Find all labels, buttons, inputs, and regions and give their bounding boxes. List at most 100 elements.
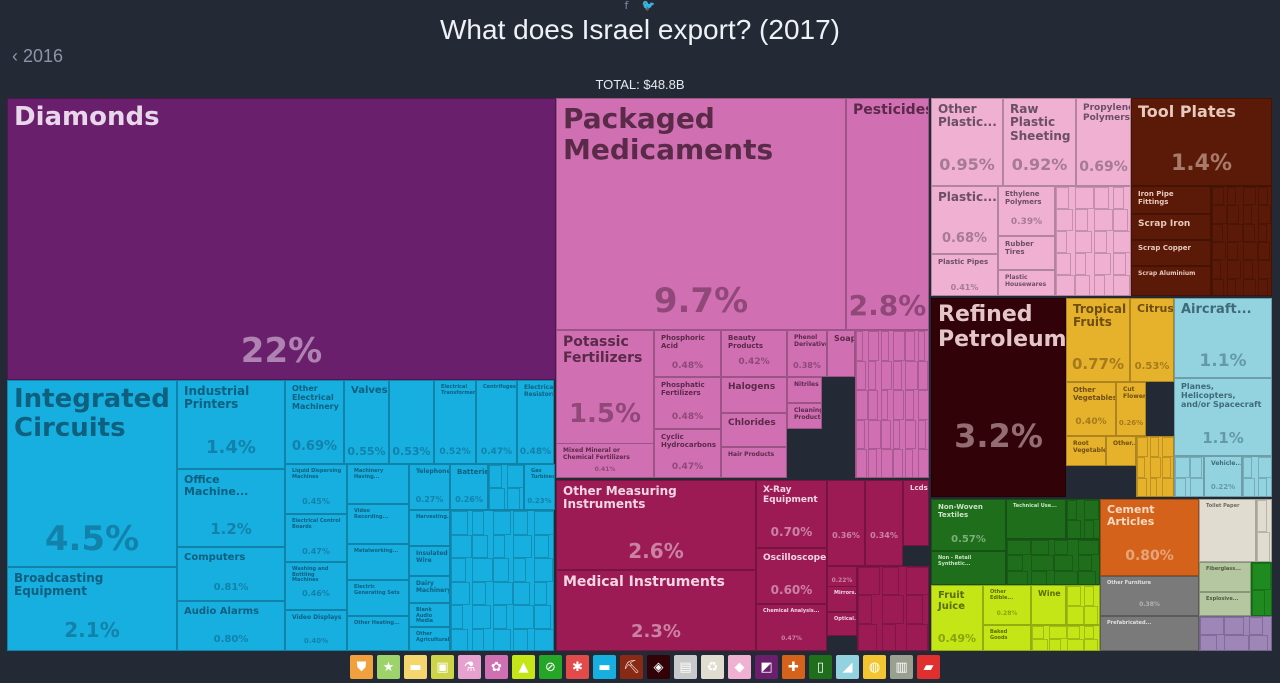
vegetable-products-icon[interactable]: ★ [377, 655, 400, 679]
treemap-minor-products[interactable] [857, 566, 929, 651]
treemap-cell-cement-articles[interactable]: Cement Articles 0.80% [1100, 499, 1199, 576]
treemap-cell-chemical-analysis[interactable]: Chemical Analysis... 0.47% [756, 604, 827, 651]
treemap-cell-other-electrical-machinery[interactable]: Other Electrical Machinery 0.69% [285, 380, 344, 464]
treemap-cell-phosphatic-fertilizers[interactable]: Phosphatic Fertilizers 0.48% [654, 377, 721, 429]
treemap-cell-electrical-transformers[interactable]: Electrical Transformers 0.52% [434, 380, 476, 464]
treemap-cell-baked-goods[interactable]: Baked Goods [983, 625, 1031, 651]
treemap-cell-plastic[interactable]: Plastic... 0.68% [931, 186, 998, 254]
treemap-minor-products[interactable] [1256, 499, 1272, 562]
treemap-cell-metalworking[interactable]: Metalworking... [347, 544, 409, 580]
treemap-cell-electric-generating-sets[interactable]: Electric Generating Sets [347, 580, 409, 616]
treemap-cell-non-woven-textiles[interactable]: Non-Woven Textiles 0.57% [931, 499, 1006, 551]
animal-vegetable-fats-icon[interactable]: ▬ [404, 655, 427, 679]
treemap-cell-video-recording[interactable]: Video Recording... [347, 504, 409, 544]
treemap-minor-products[interactable] [1251, 562, 1272, 616]
treemap-cell-propylene-polymers[interactable]: Propylene Polymers 0.69% [1076, 98, 1131, 186]
treemap-cell-cleaning-products[interactable]: Cleaning Products [787, 403, 822, 429]
animal-hides-icon[interactable]: ⊘ [539, 655, 562, 679]
treemap-minor-products[interactable] [1066, 499, 1100, 539]
treemap-cell-raw-plastic-sheeting[interactable]: Raw Plastic Sheeting 0.92% [1003, 98, 1076, 186]
treemap-cell-industrial-printers[interactable]: Industrial Printers 1.4% [177, 380, 285, 469]
treemap-minor-products[interactable] [488, 464, 524, 510]
treemap-cell-tropical-fruits[interactable]: Tropical Fruits 0.77% [1066, 298, 1130, 382]
treemap-cell-prefabricated[interactable]: Prefabricated... [1100, 616, 1199, 651]
treemap-cell-instrument-parts[interactable]: 0.34% [865, 480, 903, 566]
treemap-cell-telephones[interactable]: Telephones 0.27% [409, 464, 450, 510]
treemap-cell-video-displays[interactable]: Video Displays 0.40% [285, 610, 347, 651]
treemap-cell-audio-alarms[interactable]: Audio Alarms 0.80% [177, 601, 285, 651]
treemap-cell-office-machine[interactable]: Office Machine... 1.2% [177, 469, 285, 547]
treemap-cell-cyclic-hydrocarbons[interactable]: Cyclic Hydrocarbons 0.47% [654, 429, 721, 478]
chemical-products-icon[interactable]: ✿ [485, 655, 508, 679]
treemap-cell-other-measuring-instruments[interactable]: Other Measuring Instruments 2.6% [556, 480, 756, 570]
plastics-rubbers-icon[interactable]: ▲ [512, 655, 535, 679]
treemap-cell-chlorides[interactable]: Chlorides [721, 413, 787, 447]
treemap-cell-other[interactable]: Other... [1106, 436, 1136, 466]
facebook-icon[interactable]: f [624, 0, 629, 12]
miscellaneous-icon[interactable]: ◍ [863, 655, 886, 679]
treemap-cell-broadcasting-equipment[interactable]: Broadcasting Equipment 2.1% [7, 567, 177, 651]
textiles-icon[interactable]: ⛏ [620, 655, 643, 679]
treemap-minor-products[interactable] [1055, 186, 1131, 296]
treemap-cell-insulated-wire[interactable]: Insulated Wire [409, 546, 450, 576]
treemap-minor-products[interactable] [1136, 436, 1174, 497]
treemap-cell-pesticides[interactable]: Pesticides 2.8% [846, 98, 929, 330]
treemap-cell-rubber-tires[interactable]: Rubber Tires [998, 236, 1055, 270]
treemap-cell-diamonds[interactable]: Diamonds 22% [7, 98, 556, 380]
footwear-headwear-icon[interactable]: ◈ [647, 655, 670, 679]
treemap-minor-products[interactable] [1211, 186, 1272, 296]
treemap-cell-refined-petroleum[interactable]: Refined Petroleum 3.2% [931, 298, 1066, 497]
treemap-cell-beauty-products[interactable]: Beauty Products 0.42% [721, 330, 787, 377]
treemap-cell-aircraft[interactable]: Aircraft... 1.1% [1174, 298, 1272, 378]
treemap-cell-citrus[interactable]: Citrus 0.53% [1130, 298, 1174, 382]
unspecified-icon[interactable]: ▰ [917, 655, 940, 679]
machines-icon[interactable]: ◩ [755, 655, 778, 679]
treemap-minor-products[interactable] [1066, 585, 1100, 625]
previous-year-link[interactable]: ‹ 2016 [12, 46, 64, 66]
arts-antiques-icon[interactable]: ▥ [890, 655, 913, 679]
treemap-cell-packaged-medicaments[interactable]: Packaged Medicaments 9.7% [556, 98, 846, 330]
treemap-cell-plastic-housewares[interactable]: Plastic Housewares [998, 270, 1055, 296]
treemap-minor-products[interactable] [855, 330, 929, 478]
treemap-cell-mirrors[interactable]: Mirrors... [827, 586, 857, 612]
foodstuffs-icon[interactable]: ▣ [431, 655, 454, 679]
treemap-cell-hair-products[interactable]: Hair Products [721, 447, 787, 478]
treemap-cell-other-edible[interactable]: Other Edible... 0.28% [983, 585, 1031, 625]
treemap-cell-electric-motors[interactable]: 0.53% [389, 380, 434, 464]
treemap-cell-tool-plates[interactable]: Tool Plates 1.4% [1131, 98, 1272, 186]
treemap-cell-explosive[interactable]: Explosive... [1199, 592, 1251, 616]
treemap-cell-gas-turbines[interactable]: Gas Turbines 0.23% [524, 464, 555, 510]
treemap-cell-other-agricultural[interactable]: Other Agricultural... [409, 627, 450, 651]
treemap-cell-liquid-dispersing-machines[interactable]: Liquid Dispersing Machines 0.45% [285, 464, 347, 514]
instruments-icon[interactable]: ▯ [809, 655, 832, 679]
weapons-icon[interactable]: ◢ [836, 655, 859, 679]
treemap-cell-soap[interactable]: Soap [827, 330, 855, 377]
treemap-cell-valves[interactable]: Valves 0.55% [344, 380, 389, 464]
treemap-cell-lcds[interactable]: Lcds [903, 480, 929, 546]
treemap-cell-cut-flowers[interactable]: Cut Flowers 0.26% [1116, 382, 1146, 436]
treemap-cell-iron-pipe-fittings[interactable]: Iron Pipe Fittings [1131, 186, 1211, 214]
treemap-cell-electrical-control-boards[interactable]: Electrical Control Boards 0.47% [285, 514, 347, 562]
treemap-cell-medical-instruments[interactable]: Medical Instruments 2.3% [556, 570, 756, 651]
treemap-cell-optical[interactable]: Optical... [827, 612, 857, 636]
treemap-cell-centrifuges[interactable]: Centrifuges 0.47% [476, 380, 517, 464]
treemap-cell-non-retail-synthetic[interactable]: Non - Retail Synthetic... [931, 551, 1006, 585]
treemap-cell-washing-and-bottling-machines[interactable]: Washing and Bottling Machines 0.46% [285, 562, 347, 610]
treemap-cell-fiberglass[interactable]: Fiberglass... [1199, 562, 1251, 592]
transportation-icon[interactable]: ✚ [782, 655, 805, 679]
treemap-cell-microscopes[interactable]: 0.36% [827, 480, 865, 566]
treemap-minor-products[interactable] [1031, 625, 1100, 651]
treemap-cell-harvesting[interactable]: Harvesting... [409, 510, 450, 546]
treemap-cell-ethylene-polymers[interactable]: Ethylene Polymers 0.39% [998, 186, 1055, 236]
treemap-minor-products[interactable] [1242, 456, 1272, 497]
metals-icon[interactable]: ◆ [728, 655, 751, 679]
treemap-cell-plastic-pipes[interactable]: Plastic Pipes 0.41% [931, 254, 998, 296]
stone-glass-icon[interactable]: ▤ [674, 655, 697, 679]
treemap-cell-nitriles[interactable]: Nitriles [787, 377, 822, 403]
treemap-cell-mixed-mineral-or-chemical-fertilizers[interactable]: Mixed Mineral or Chemical Fertilizers 0.4… [556, 443, 654, 478]
animal-products-icon[interactable]: ⛊ [350, 655, 373, 679]
treemap-cell-halogens[interactable]: Halogens [721, 377, 787, 413]
treemap-cell-vehicle[interactable]: Vehicle... 0.22% [1204, 456, 1242, 497]
treemap-cell-blank-audio-media[interactable]: Blank Audio Media [409, 603, 450, 627]
wood-products-icon[interactable]: ✱ [566, 655, 589, 679]
